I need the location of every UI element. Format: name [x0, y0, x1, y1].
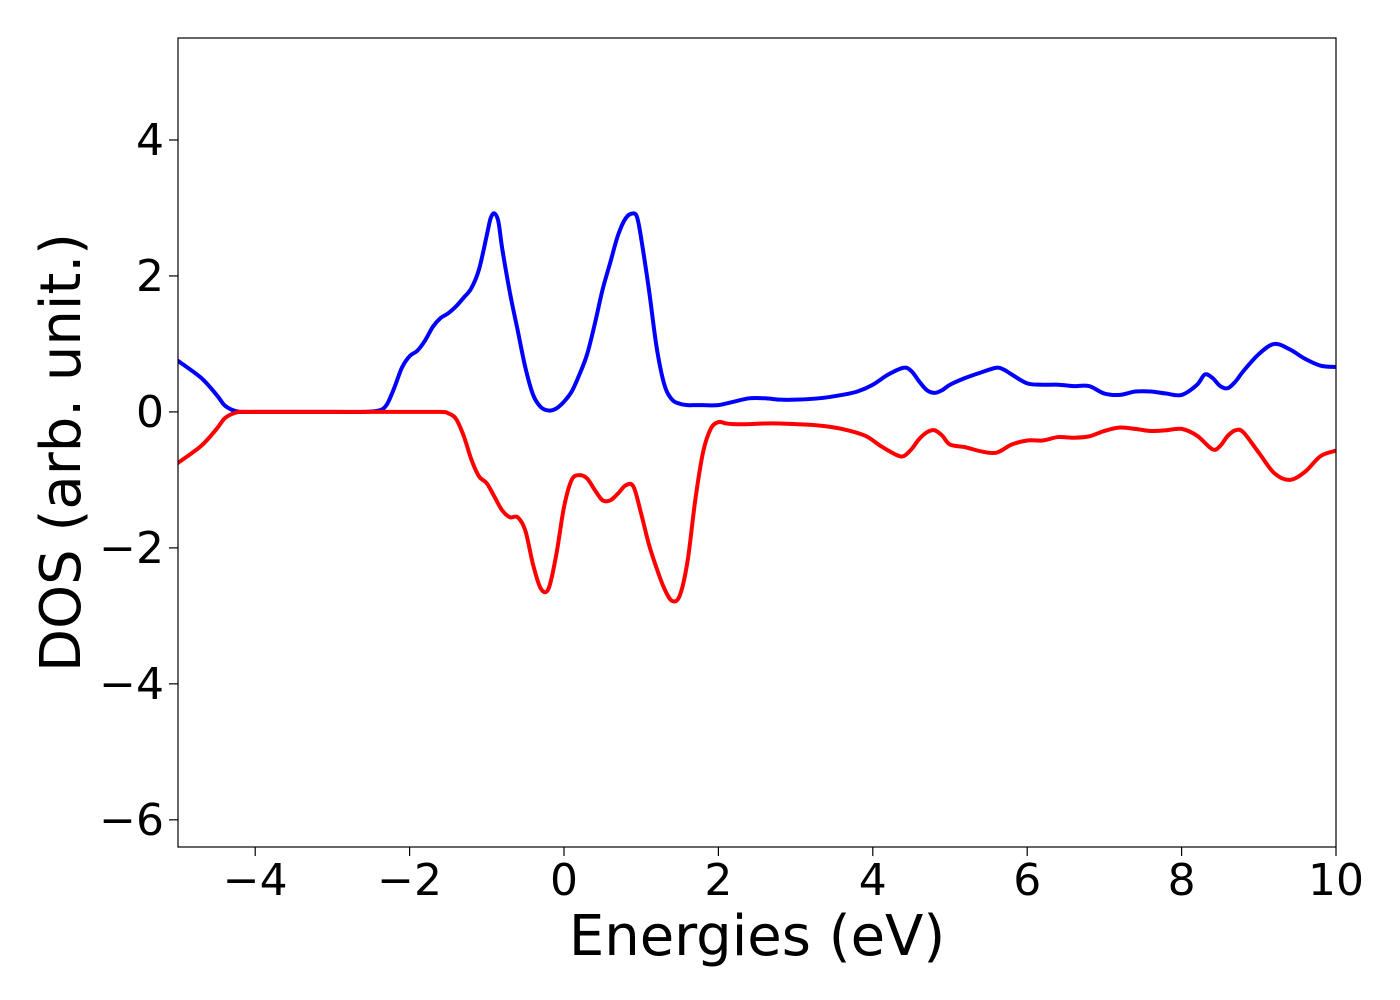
x-tick-label: 4 — [859, 855, 887, 906]
x-tick-label: 10 — [1308, 855, 1364, 906]
x-axis-ticks: −4 −2 0 2 4 6 8 10 — [223, 847, 1364, 906]
x-tick-label: −4 — [223, 855, 288, 906]
y-tick-label: 4 — [136, 115, 164, 166]
y-axis-title: DOS (arb. unit.) — [29, 233, 94, 672]
x-tick-label: 8 — [1168, 855, 1196, 906]
series-group — [178, 211, 1336, 604]
x-tick-label: 0 — [550, 855, 578, 906]
y-tick-label: −4 — [99, 659, 164, 710]
y-tick-label: −6 — [99, 795, 164, 846]
x-tick-label: 2 — [704, 855, 732, 906]
y-tick-label: −2 — [99, 523, 164, 574]
y-tick-label: 0 — [136, 387, 164, 438]
plot-frame — [177, 37, 1337, 848]
series-line-red — [178, 409, 1336, 604]
y-axis-ticks: 4 2 0 −2 −4 −6 — [99, 115, 178, 846]
x-tick-label: 6 — [1013, 855, 1041, 906]
x-tick-label: −2 — [377, 855, 442, 906]
y-tick-label: 2 — [136, 251, 164, 302]
x-axis-title: Energies (eV) — [569, 904, 945, 969]
series-line-blue — [178, 211, 1336, 415]
